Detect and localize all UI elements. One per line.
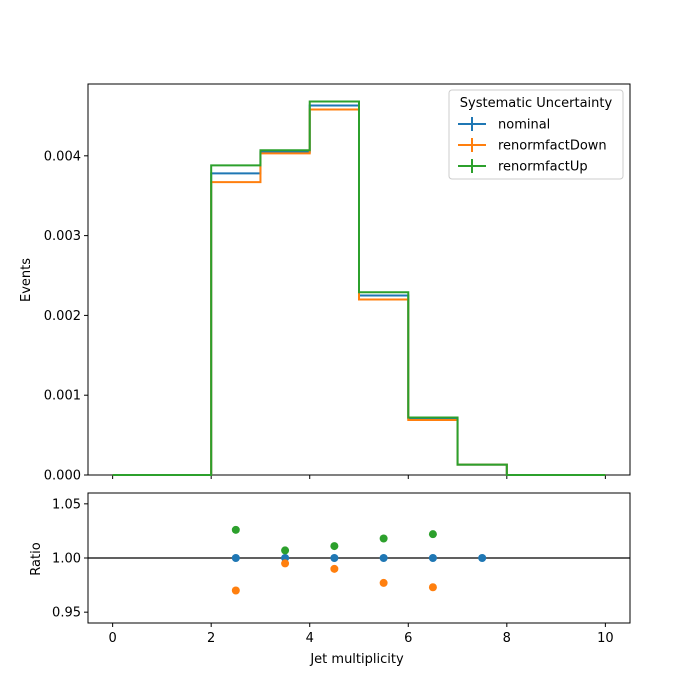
ratio-point-renormfactup — [330, 542, 339, 551]
bottom-series — [231, 525, 487, 595]
legend-title: Systematic Uncertainty — [460, 96, 613, 111]
top-y-tick-label: 0.000 — [44, 469, 81, 484]
bottom-y-tick-label: 1.00 — [52, 552, 81, 567]
bottom-x-tick-label: 0 — [108, 631, 116, 646]
bottom-x-tick-label: 4 — [306, 631, 314, 646]
bottom-x-tick-label: 10 — [597, 631, 614, 646]
top-y-tick-label: 0.002 — [44, 309, 81, 324]
ratio-point-renormfactup — [428, 530, 437, 539]
ratio-point-nominal — [231, 554, 240, 562]
x-axis-label: Jet multiplicity — [309, 652, 404, 667]
ratio-point-nominal — [330, 554, 339, 562]
top-y-tick-label: 0.001 — [44, 389, 81, 404]
ratio-point-renormfactdown — [428, 583, 437, 592]
bottom-panel: 0 2 4 6 8 10 0.95 1.00 1.05 Ratio Jet multiplic… — [29, 492, 631, 667]
bottom-y-tick-label: 1.05 — [52, 497, 81, 512]
legend-label: renormfactUp — [498, 160, 588, 175]
ratio-point-nominal — [379, 554, 388, 562]
ratio-point-renormfactup — [231, 525, 240, 534]
ratio-point-renormfactdown — [330, 564, 339, 573]
bottom-y-axis-label: Ratio — [29, 542, 44, 575]
bottom-x-tick-label: 2 — [207, 631, 215, 646]
bottom-y-tick-label: 0.95 — [52, 606, 81, 621]
legend-items: nominal renormfactDown renormfactUp — [458, 117, 607, 175]
legend-label: nominal — [498, 118, 550, 133]
top-series — [112, 100, 606, 476]
bottom-x-tick-label: 6 — [404, 631, 412, 646]
ratio-point-renormfactdown — [281, 559, 290, 568]
ratio-point-renormfactup — [379, 534, 388, 543]
series-line-renormfactup — [112, 100, 606, 476]
bottom-y-ticks: 0.95 1.00 1.05 — [52, 497, 88, 621]
top-y-ticks: 0.000 0.001 0.002 0.003 0.004 — [44, 149, 88, 484]
top-y-axis-label: Events — [19, 258, 34, 302]
ratio-point-nominal — [428, 554, 437, 562]
legend-label: renormfactDown — [498, 139, 607, 154]
top-y-tick-label: 0.004 — [44, 149, 81, 164]
ratio-point-renormfactdown — [231, 586, 240, 595]
legend: Systematic Uncertainty nominal renormfact… — [448, 89, 624, 180]
ratio-point-renormfactup — [281, 546, 290, 555]
ratio-point-nominal — [478, 554, 487, 562]
bottom-x-tick-label: 8 — [503, 631, 511, 646]
top-y-tick-label: 0.003 — [44, 229, 81, 244]
top-panel: 0.000 0.001 0.002 0.003 0.004 Events Systema… — [19, 83, 631, 484]
bottom-x-ticks: 0 2 4 6 8 10 — [108, 623, 614, 646]
legend-frame — [448, 89, 624, 180]
ratio-point-renormfactdown — [379, 578, 388, 587]
